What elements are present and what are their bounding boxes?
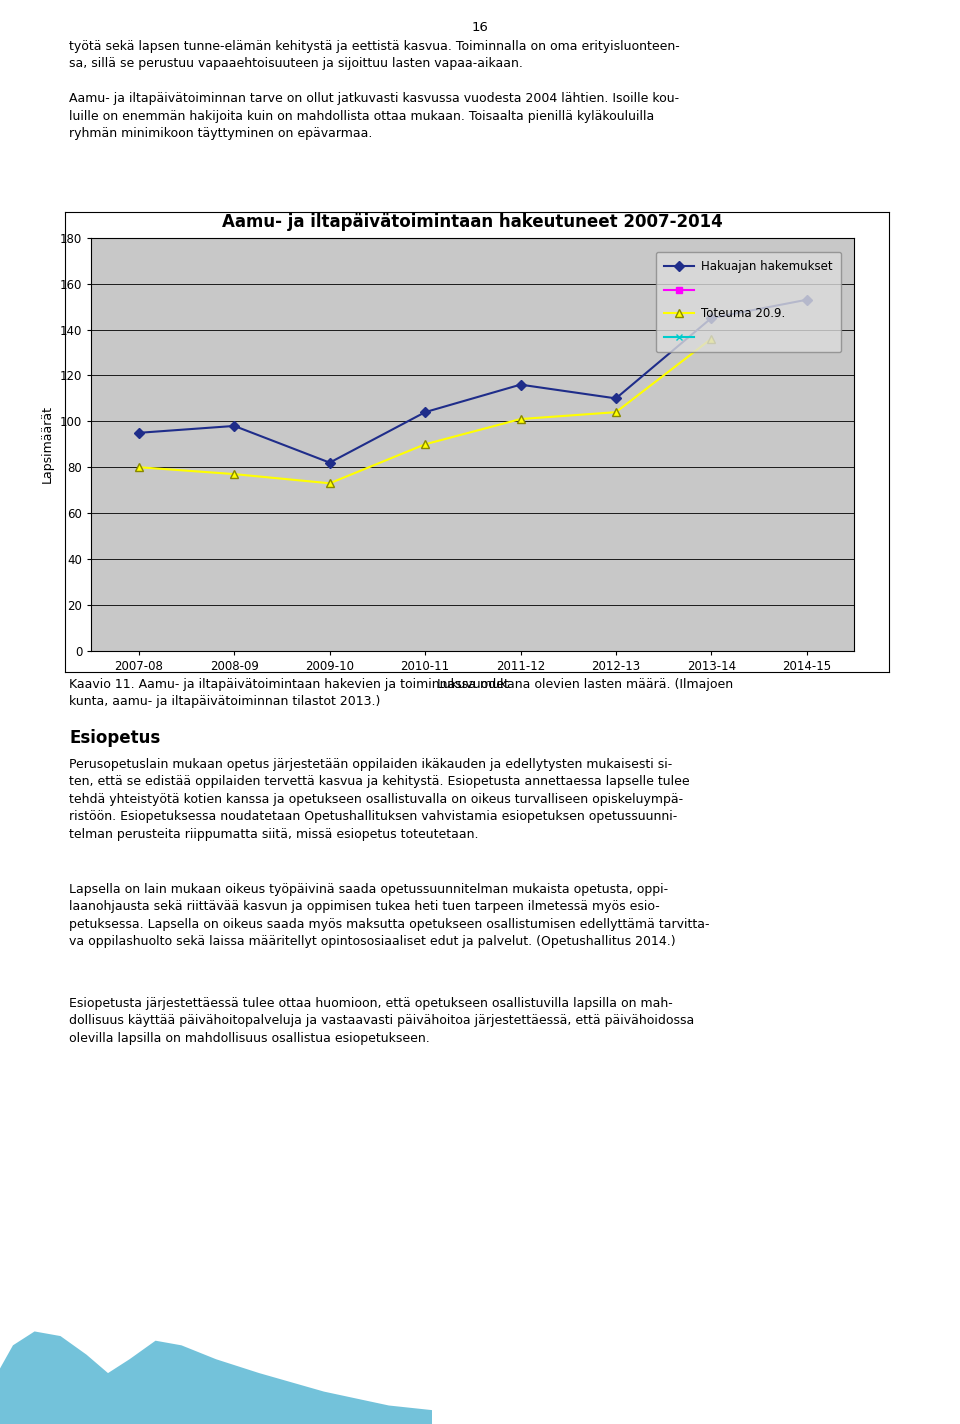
Text: Kaavio 11. Aamu- ja iltapäivätoimintaan hakevien ja toiminnassa mukana olevien l: Kaavio 11. Aamu- ja iltapäivätoimintaan … bbox=[69, 678, 733, 708]
Hakuajan hakemukset bbox=[420, 403, 431, 420]
Polygon shape bbox=[0, 1331, 432, 1424]
Line: Hakuajan hakemukset: Hakuajan hakemukset bbox=[135, 296, 810, 466]
Title: Aamu- ja iltapäivätoimintaan hakeutuneet 2007-2014: Aamu- ja iltapäivätoimintaan hakeutuneet… bbox=[223, 212, 723, 231]
Legend: Hakuajan hakemukset, , Toteuma 20.9., : Hakuajan hakemukset, , Toteuma 20.9., bbox=[656, 252, 841, 352]
Toteuma 20.9. bbox=[706, 330, 717, 347]
Text: työtä sekä lapsen tunne-elämän kehitystä ja eettistä kasvua. Toiminnalla on oma : työtä sekä lapsen tunne-elämän kehitystä… bbox=[69, 40, 680, 141]
Text: Perusopetuslain mukaan opetus järjestetään oppilaiden ikäkauden ja edellytysten : Perusopetuslain mukaan opetus järjestetä… bbox=[69, 758, 689, 840]
Hakuajan hakemukset bbox=[324, 454, 335, 471]
Hakuajan hakemukset bbox=[611, 390, 622, 407]
Hakuajan hakemukset bbox=[801, 292, 812, 309]
Toteuma 20.9. bbox=[420, 436, 431, 453]
Text: Esiopetus: Esiopetus bbox=[69, 729, 160, 748]
Text: 16: 16 bbox=[471, 20, 489, 34]
Line: Toteuma 20.9.: Toteuma 20.9. bbox=[134, 335, 715, 487]
Hakuajan hakemukset bbox=[228, 417, 240, 434]
Toteuma 20.9. bbox=[228, 466, 240, 483]
Hakuajan hakemukset bbox=[515, 376, 526, 393]
Text: Lapsella on lain mukaan oikeus työpäivinä saada opetussuunnitelman mukaista opet: Lapsella on lain mukaan oikeus työpäivin… bbox=[69, 883, 709, 948]
X-axis label: Lukuvuodet: Lukuvuodet bbox=[437, 678, 509, 691]
Text: Esiopetusta järjestettäessä tulee ottaa huomioon, että opetukseen osallistuvilla: Esiopetusta järjestettäessä tulee ottaa … bbox=[69, 997, 694, 1045]
Hakuajan hakemukset bbox=[133, 424, 145, 441]
Toteuma 20.9. bbox=[133, 459, 145, 476]
Hakuajan hakemukset bbox=[706, 309, 717, 326]
Toteuma 20.9. bbox=[324, 474, 335, 491]
Toteuma 20.9. bbox=[515, 410, 526, 427]
Toteuma 20.9. bbox=[611, 403, 622, 420]
Y-axis label: Lapsimäärät: Lapsimäärät bbox=[41, 406, 55, 483]
